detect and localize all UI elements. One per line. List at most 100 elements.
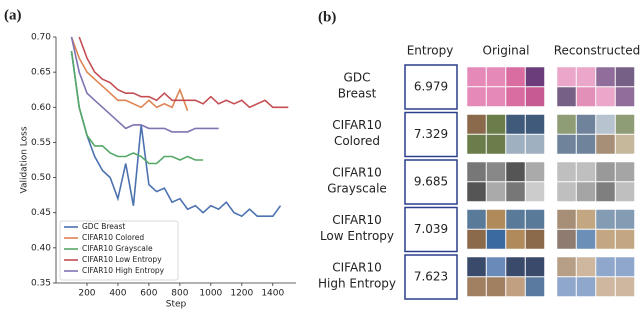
x-tick-label: 200	[78, 289, 95, 299]
reconstructed-thumb	[615, 66, 635, 87]
line	[70, 36, 189, 112]
x-tick-label: 1400	[261, 289, 284, 299]
reconstructed-thumb	[595, 229, 616, 250]
reconstructed-thumb	[595, 114, 616, 135]
legend-label: CIFAR10 Grayscale	[82, 244, 153, 253]
entropy-cell	[404, 206, 458, 253]
line	[70, 50, 282, 218]
row-label: Grayscale	[327, 182, 387, 196]
column-header: Original	[483, 44, 530, 58]
original-thumb	[466, 134, 487, 155]
y-tick-label: 0.70	[31, 33, 51, 43]
reconstructed-thumb	[556, 114, 577, 135]
original-thumb	[486, 181, 506, 202]
entropy-value: 7.039	[414, 222, 448, 236]
row-label: Breast	[338, 87, 377, 101]
reconstructed-thumb	[576, 229, 596, 250]
x-tick-label: 800	[171, 289, 188, 299]
row-label: Low Entropy	[320, 229, 394, 243]
y-tick-label: 0.40	[31, 243, 51, 253]
reconstructed-thumb	[576, 114, 596, 135]
original-thumb	[486, 134, 506, 155]
reconstructed-thumb	[556, 229, 577, 250]
x-tick-label: 600	[140, 289, 157, 299]
original-thumb	[505, 134, 526, 155]
entropy-value: 6.979	[414, 80, 448, 94]
reconstructed-thumb	[615, 276, 635, 297]
original-thumb	[486, 66, 506, 87]
original-thumb	[505, 86, 526, 107]
reconstructed-thumb	[615, 181, 635, 202]
entropy-value: 7.329	[414, 127, 448, 141]
y-axis-label: Validation Loss	[20, 126, 30, 193]
legend-box	[59, 220, 179, 281]
reconstructed-thumb	[576, 209, 596, 230]
reconstructed-thumb	[576, 86, 596, 107]
reconstructed-thumb	[615, 161, 635, 182]
reconstructed-thumb	[595, 181, 616, 202]
column-header: Reconstructed	[554, 44, 640, 58]
reconstructed-thumb	[576, 134, 596, 155]
reconstructed-thumb	[576, 181, 596, 202]
row-label: GDC	[344, 71, 371, 85]
original-thumb	[505, 161, 526, 182]
line	[70, 50, 204, 165]
original-thumb	[486, 209, 506, 230]
original-thumb	[466, 161, 487, 182]
original-thumb	[486, 276, 506, 297]
reconstructed-thumb	[556, 276, 577, 297]
row-label: High Entropy	[318, 277, 396, 291]
entropy-value: 7.623	[414, 270, 448, 284]
row-label: CIFAR10	[332, 166, 382, 180]
reconstructed-thumb	[576, 276, 596, 297]
original-thumb	[505, 229, 526, 250]
original-thumb	[466, 181, 487, 202]
legend-label: CIFAR10 Low Entropy	[82, 255, 162, 264]
original-thumb	[466, 86, 487, 107]
row-label: CIFAR10	[332, 118, 382, 132]
original-thumb	[505, 256, 526, 277]
entropy-cell	[404, 159, 458, 205]
original-thumb	[525, 114, 545, 135]
reconstructed-thumb	[576, 161, 596, 182]
original-thumb	[525, 209, 545, 230]
original-thumb	[466, 276, 487, 297]
x-tick-label: 1200	[230, 289, 253, 299]
original-thumb	[505, 276, 526, 297]
original-thumb	[486, 161, 506, 182]
original-thumb	[466, 256, 487, 277]
reconstructed-thumb	[556, 209, 577, 230]
panel-label: (a)	[4, 7, 22, 23]
reconstructed-thumb	[595, 276, 616, 297]
reconstructed-thumb	[556, 161, 577, 182]
original-thumb	[486, 229, 506, 250]
row-label: CIFAR10	[332, 213, 382, 227]
reconstructed-thumb	[595, 161, 616, 182]
reconstructed-thumb	[556, 181, 577, 202]
original-thumb	[466, 66, 487, 87]
entropy-cell	[404, 111, 458, 158]
reconstructed-thumb	[556, 66, 577, 87]
original-thumb	[466, 209, 487, 230]
y-tick-label: 0.50	[31, 173, 51, 183]
legend-label: GDC Breast	[82, 222, 125, 231]
original-thumb	[525, 229, 545, 250]
entropy-value: 9.685	[414, 175, 448, 189]
original-thumb	[505, 181, 526, 202]
original-thumb	[466, 114, 487, 135]
original-thumb	[525, 134, 545, 155]
original-thumb	[486, 86, 506, 107]
legend-label: CIFAR10 Colored	[82, 233, 144, 242]
reconstructed-thumb	[615, 229, 635, 250]
reconstructed-thumb	[556, 256, 577, 277]
original-thumb	[505, 66, 526, 87]
line	[78, 36, 289, 109]
reconstructed-thumb	[615, 134, 635, 155]
reconstructed-thumb	[595, 134, 616, 155]
reconstructed-thumb	[576, 256, 596, 277]
reconstructed-thumb	[576, 66, 596, 87]
original-thumb	[466, 229, 487, 250]
y-tick-label: 0.45	[31, 208, 51, 218]
original-thumb	[486, 256, 506, 277]
